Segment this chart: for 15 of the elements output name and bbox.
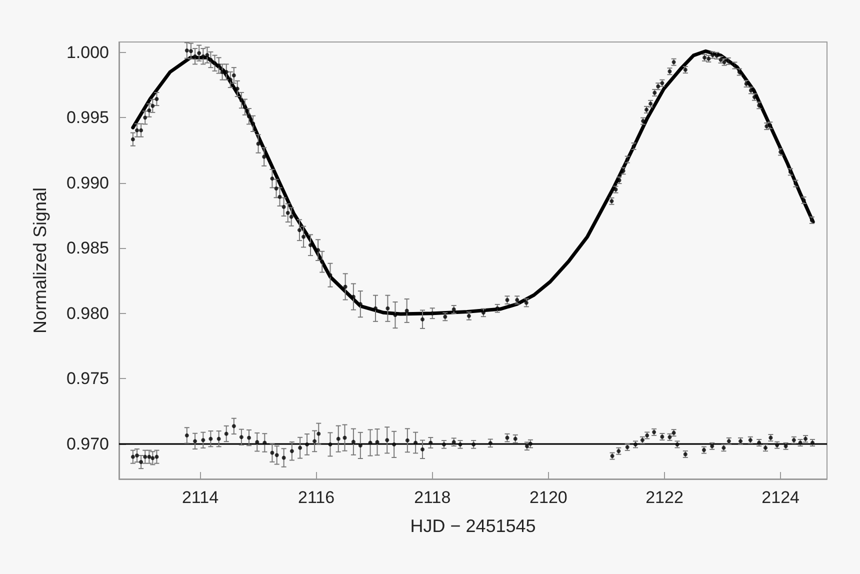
y-tick-label: 0.980 <box>66 304 109 323</box>
y-tick-label: 0.990 <box>66 173 109 192</box>
y-axis-title: Normalized Signal <box>30 187 50 334</box>
y-tick-label: 0.995 <box>66 108 109 128</box>
x-tick-label: 2122 <box>646 488 684 507</box>
y-tick-label: 0.970 <box>66 434 109 454</box>
x-tick-label: 2114 <box>182 488 219 507</box>
x-tick-label: 2120 <box>530 488 568 507</box>
x-axis-title: HJD − 2451545 <box>410 516 536 536</box>
y-tick-label: 1.000 <box>66 42 109 62</box>
y-tick-label: 0.975 <box>66 369 109 388</box>
x-tick-label: 2116 <box>298 488 335 507</box>
x-tick-label: 2118 <box>414 488 451 507</box>
x-tick-label: 2124 <box>762 488 800 507</box>
y-tick-label: 0.985 <box>66 238 109 258</box>
